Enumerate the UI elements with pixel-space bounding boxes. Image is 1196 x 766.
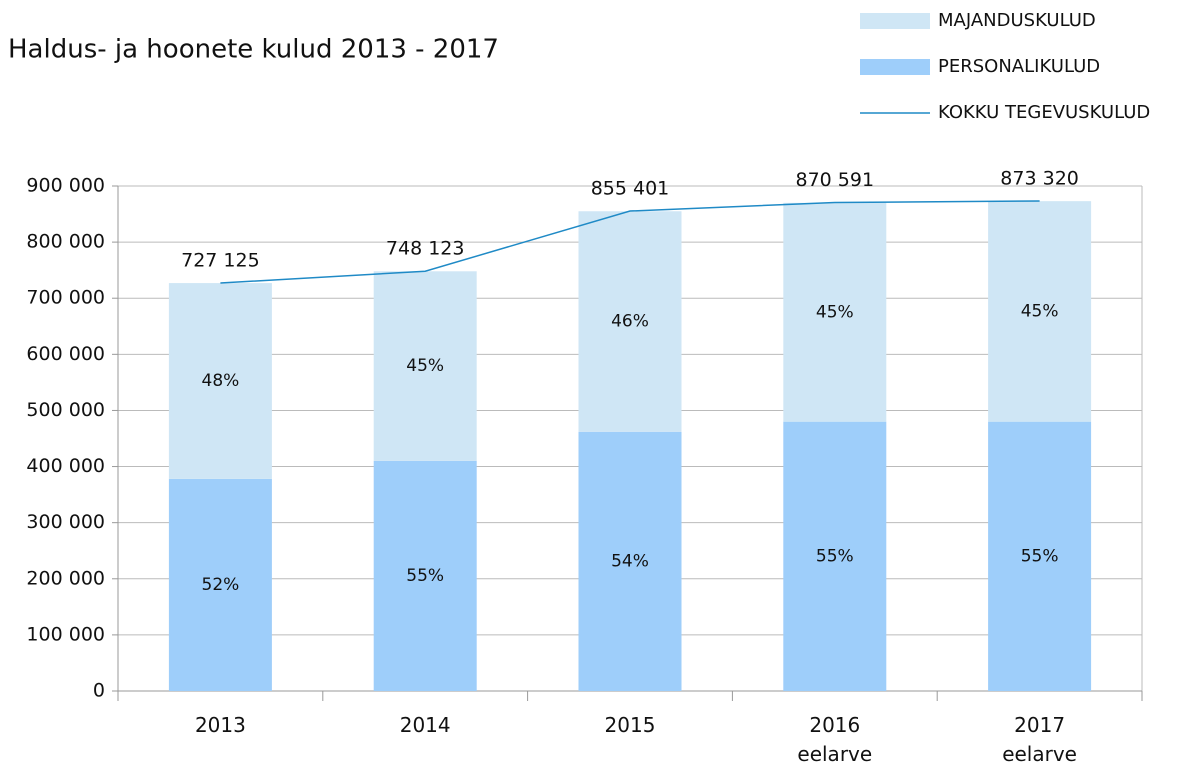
bar-segment bbox=[578, 431, 682, 691]
legend-label: KOKKU TEGEVUSKULUD bbox=[938, 102, 1150, 123]
legend-label: PERSONALIKULUD bbox=[938, 56, 1100, 77]
bar-segment bbox=[783, 421, 887, 691]
bar-segment bbox=[168, 283, 272, 479]
y-tick-label: 0 bbox=[93, 680, 105, 702]
legend-swatch bbox=[860, 59, 930, 75]
y-tick-label: 800 000 bbox=[26, 231, 105, 253]
bar-segment bbox=[168, 478, 272, 691]
y-tick-label: 100 000 bbox=[26, 623, 105, 645]
bar-segment bbox=[783, 202, 887, 422]
bar-segment bbox=[578, 211, 682, 432]
y-tick-label: 700 000 bbox=[26, 287, 105, 309]
bar-segment bbox=[373, 271, 477, 461]
percent-label: 55% bbox=[406, 566, 444, 586]
x-tick-label: 2015 bbox=[604, 713, 656, 737]
percent-label: 45% bbox=[816, 302, 854, 322]
x-tick-label: 2016 eelarve bbox=[797, 713, 873, 766]
total-line bbox=[220, 200, 1040, 284]
total-label: 727 125 bbox=[181, 250, 260, 272]
y-tick-label: 600 000 bbox=[26, 343, 105, 365]
legend-swatch bbox=[860, 13, 930, 29]
y-tick-label: 500 000 bbox=[26, 399, 105, 421]
bar-segment bbox=[988, 201, 1092, 422]
percent-label: 52% bbox=[202, 575, 240, 595]
bar-segment bbox=[988, 421, 1092, 691]
y-tick-label: 900 000 bbox=[26, 175, 105, 197]
x-tick-label: 2017 eelarve bbox=[1002, 713, 1077, 766]
total-label: 870 591 bbox=[796, 169, 875, 191]
y-tick-label: 200 000 bbox=[26, 567, 105, 589]
percent-label: 45% bbox=[1021, 301, 1059, 321]
bar-segment bbox=[373, 460, 477, 691]
x-tick-label: 2013 bbox=[194, 713, 246, 737]
percent-label: 45% bbox=[406, 356, 444, 376]
total-label: 748 123 bbox=[386, 238, 465, 260]
percent-label: 48% bbox=[202, 371, 240, 391]
y-tick-label: 300 000 bbox=[26, 511, 105, 533]
percent-label: 54% bbox=[611, 551, 649, 571]
total-label: 873 320 bbox=[1000, 167, 1079, 189]
total-label: 855 401 bbox=[591, 178, 670, 200]
chart-title: Haldus- ja hoonete kulud 2013 - 2017 bbox=[8, 35, 499, 65]
percent-label: 46% bbox=[611, 312, 649, 332]
legend-label: MAJANDUSKULUD bbox=[938, 10, 1096, 31]
percent-label: 55% bbox=[1021, 546, 1059, 566]
y-tick-label: 400 000 bbox=[26, 455, 105, 477]
percent-label: 55% bbox=[816, 546, 854, 566]
x-tick-label: 2014 bbox=[399, 713, 451, 737]
